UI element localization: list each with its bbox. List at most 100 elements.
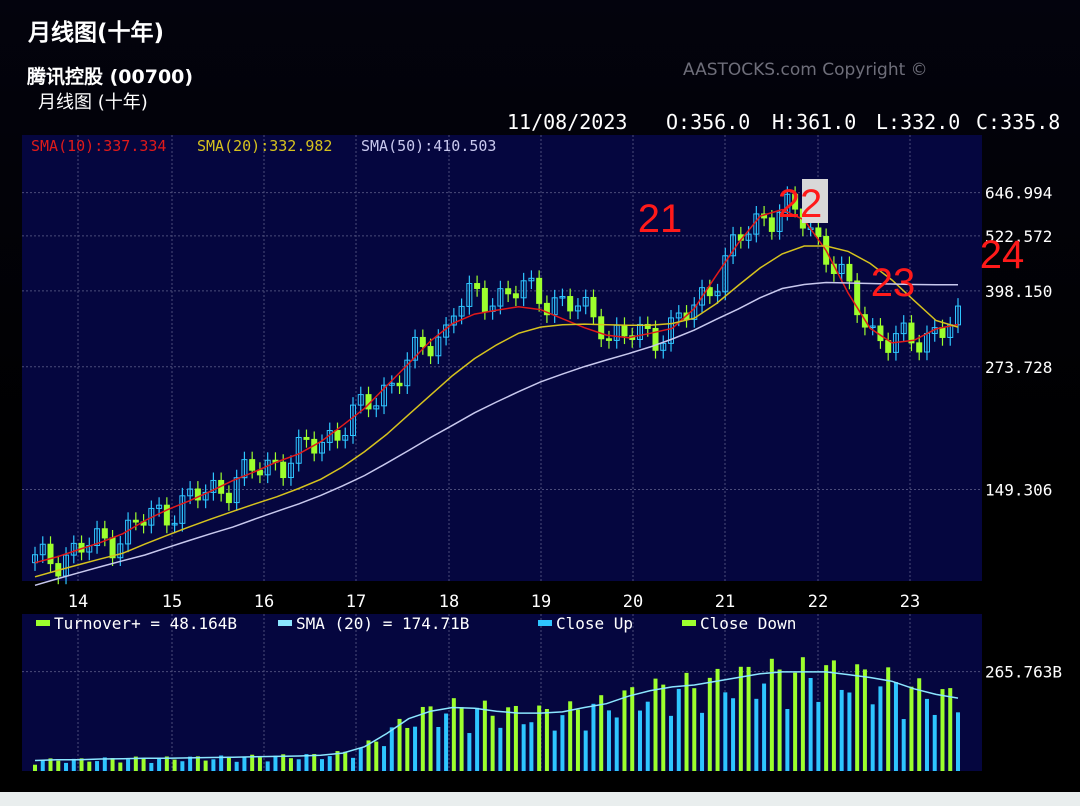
volume-bar (583, 730, 588, 771)
x-tick-label: 16 (254, 592, 274, 612)
volume-bar (405, 727, 410, 771)
volume-bar (319, 759, 324, 771)
volume-bar (188, 756, 193, 771)
volume-bar (420, 706, 425, 771)
volume-bar (343, 751, 348, 771)
volume-bar (33, 764, 37, 771)
volume-bar (265, 761, 270, 771)
sma20-legend: SMA(20):332.982 (197, 137, 332, 155)
volume-bar (831, 660, 836, 771)
x-tick-label: 15 (162, 592, 182, 612)
volume-bar (40, 760, 45, 771)
candle-up (295, 436, 302, 464)
candle-up (714, 291, 721, 297)
candle-up (342, 435, 349, 441)
volume-bar (886, 667, 891, 771)
copyright-watermark: AASTOCKS.com Copyright © (683, 60, 928, 80)
volume-bar (893, 682, 898, 771)
volume-bar (451, 698, 456, 771)
volume-bar (692, 688, 697, 771)
candle-up (574, 305, 581, 312)
candle-down (101, 528, 108, 539)
candle-up (70, 542, 77, 556)
candle-down (815, 227, 822, 237)
legend-swatch-close_down (682, 620, 696, 626)
candle-up (668, 317, 675, 344)
candle-down (854, 280, 861, 316)
sma50-legend: SMA(50):410.503 (361, 137, 496, 155)
volume-bar (614, 717, 619, 771)
y-tick-label: 398.150 (985, 282, 1052, 301)
legend-swatch-turnover_sma (278, 620, 292, 626)
candle-down (419, 336, 426, 348)
volume-bar (257, 757, 262, 771)
volume-bar (731, 698, 736, 771)
quote-date: 11/08/2023 (507, 110, 628, 134)
volume-bar (599, 695, 604, 771)
candle-down (163, 504, 170, 526)
volume-bar (661, 684, 666, 771)
volume-bar (684, 672, 689, 771)
volume-bar (637, 710, 642, 771)
volume-bar (521, 724, 526, 771)
volume-bar (195, 756, 200, 771)
annotation-label: 23 (871, 261, 916, 305)
volume-bar (149, 762, 154, 771)
volume-bar (428, 706, 433, 771)
volume-bar (351, 757, 356, 771)
candle-up (497, 288, 504, 307)
volume-bar (777, 669, 782, 771)
x-tick-label: 23 (900, 592, 920, 612)
volume-bar (793, 672, 798, 771)
candle-up (776, 211, 783, 232)
volume-bar (707, 677, 712, 771)
candle-up (745, 233, 752, 241)
x-tick-label: 18 (439, 592, 459, 612)
volume-bar (296, 759, 301, 771)
volume-bar (847, 692, 852, 771)
page-title: 月线图(十年) (28, 20, 165, 46)
candle-down (652, 327, 659, 351)
volume-bar (64, 762, 69, 771)
candle-up (528, 277, 535, 282)
quote-high: H:361.0 (772, 110, 857, 134)
volume-bar (211, 759, 216, 771)
volume-bar (95, 761, 100, 771)
candle-down (939, 327, 946, 338)
volume-bar (444, 713, 449, 771)
volume-bar (327, 756, 332, 771)
candle-up (838, 263, 845, 275)
candle-up (412, 336, 419, 361)
volume-bar (273, 755, 278, 771)
legend-close_up: Close Up (556, 614, 633, 633)
volume-bar (676, 688, 681, 771)
volume-bar (816, 701, 821, 771)
volume-bar (862, 669, 867, 771)
volume-bar (591, 703, 596, 771)
candle-up (458, 305, 465, 317)
candle-down (334, 430, 341, 441)
volume-bar (56, 760, 61, 771)
volume-bar (622, 690, 627, 771)
volume-bar (824, 665, 829, 771)
volume-bar (490, 715, 495, 771)
volume-bar (459, 707, 464, 771)
volume-bar (700, 712, 705, 771)
volume-bar (754, 698, 759, 771)
candle-up (869, 325, 876, 329)
volume-bar (948, 688, 953, 771)
volume-bar (575, 709, 580, 771)
volume-bar (110, 758, 115, 771)
volume-bar (506, 707, 511, 771)
volume-bar (498, 727, 503, 771)
volume-bar (180, 761, 185, 771)
candle-down (536, 277, 543, 304)
candle-down (132, 519, 139, 523)
candle-up (559, 296, 566, 299)
candle-up (435, 336, 442, 357)
volume-bar (560, 715, 565, 771)
volume-bar (374, 741, 379, 771)
stock-name: 腾讯控股 (00700) (27, 66, 194, 88)
volume-bar (482, 700, 487, 771)
candle-up (582, 296, 589, 307)
